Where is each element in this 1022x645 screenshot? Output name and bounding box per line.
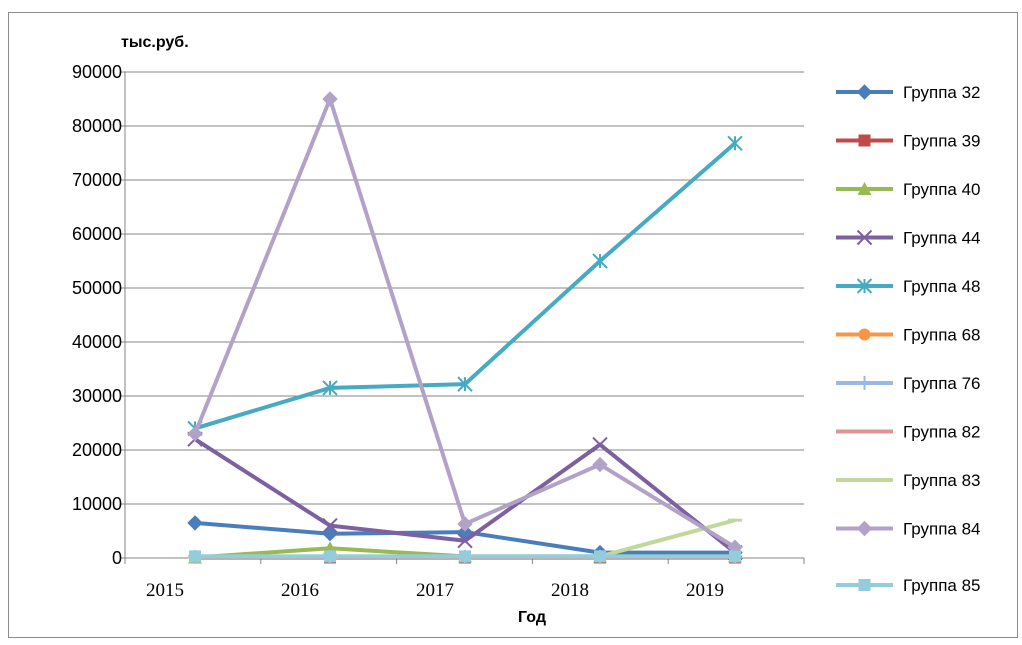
data-point xyxy=(727,135,743,151)
gridlines xyxy=(125,71,804,505)
data-point xyxy=(187,515,203,531)
data-point xyxy=(189,550,201,563)
data-point xyxy=(857,182,872,195)
axes xyxy=(120,71,805,564)
series-line xyxy=(193,97,737,549)
series-lines xyxy=(187,91,743,564)
y-tick-label: 50000 xyxy=(72,278,122,298)
y-tick-labels: 0 10000 20000 30000 40000 50000 60000 70000 8000… xyxy=(72,62,122,568)
legend-label: Группа 82 xyxy=(903,423,981,442)
data-point xyxy=(592,253,608,269)
y-tick-label: 90000 xyxy=(72,62,122,82)
x-tick-labels: 2015 2016 2017 2018 2019 xyxy=(146,580,724,601)
y-axis-title: тыс.руб. xyxy=(121,34,189,51)
data-point xyxy=(856,520,873,537)
legend-label: Группа 44 xyxy=(903,229,981,248)
legend-label: Группа 40 xyxy=(903,180,981,199)
series-10 xyxy=(187,91,743,555)
data-point xyxy=(187,426,203,442)
legend-label: Группа 32 xyxy=(903,83,981,102)
data-point xyxy=(592,436,608,453)
data-point xyxy=(592,456,608,473)
data-point xyxy=(457,533,473,549)
x-tick-label: 2017 xyxy=(416,580,454,601)
legend-label: Группа 68 xyxy=(903,326,981,345)
legend-item: Группа 82 xyxy=(836,423,981,442)
legend-label: Группа 84 xyxy=(903,520,981,539)
legend-item: Группа 84 xyxy=(836,520,981,539)
legend-item: Группа 40 xyxy=(836,180,981,199)
data-point xyxy=(858,134,871,147)
y-tick-label: 60000 xyxy=(72,224,122,244)
data-point xyxy=(322,517,338,534)
data-point xyxy=(856,229,873,246)
y-tick-label: 20000 xyxy=(72,440,122,460)
x-tick-label: 2018 xyxy=(551,580,589,601)
legend-item: Группа 76 xyxy=(836,374,981,393)
legend-item: Группа 85 xyxy=(836,576,981,595)
legend-item: Группа 32 xyxy=(836,83,981,102)
data-point xyxy=(856,84,873,100)
data-point xyxy=(459,550,471,563)
legend-item: Группа 44 xyxy=(836,229,981,248)
y-tick-label: 10000 xyxy=(72,494,122,514)
legend-label: Группа 76 xyxy=(903,374,981,393)
series-11 xyxy=(189,550,741,563)
series-5 xyxy=(187,135,743,437)
data-point xyxy=(322,525,338,542)
data-point xyxy=(729,550,741,563)
data-point xyxy=(322,380,338,396)
data-point xyxy=(457,516,473,532)
data-point xyxy=(856,278,873,294)
x-tick-label: 2016 xyxy=(281,580,319,601)
data-point xyxy=(594,550,606,563)
x-axis-title: Год xyxy=(518,609,546,626)
data-point xyxy=(857,376,872,390)
data-point xyxy=(858,328,871,341)
y-tick-label: 0 xyxy=(112,548,122,568)
data-point xyxy=(322,91,338,107)
legend: Группа 32 Группа 39 Группа 40 Группа 44 Груп… xyxy=(836,83,981,595)
legend-item: Группа 39 xyxy=(836,132,981,151)
y-tick-label: 70000 xyxy=(72,170,122,190)
data-point xyxy=(324,550,336,563)
data-point xyxy=(457,376,473,392)
legend-item: Группа 68 xyxy=(836,326,981,345)
chart-frame xyxy=(8,12,1018,638)
legend-item: Группа 83 xyxy=(836,471,981,490)
x-tick-label: 2019 xyxy=(686,580,724,601)
legend-label: Группа 85 xyxy=(903,576,981,595)
y-tick-label: 80000 xyxy=(72,116,122,136)
legend-label: Группа 39 xyxy=(903,132,981,151)
data-point xyxy=(858,579,871,591)
legend-label: Группа 48 xyxy=(903,277,981,296)
legend-item: Группа 48 xyxy=(836,277,981,296)
y-tick-label: 40000 xyxy=(72,332,122,352)
x-tick-label: 2015 xyxy=(146,580,184,601)
legend-label: Группа 83 xyxy=(903,471,981,490)
y-tick-label: 30000 xyxy=(72,386,122,406)
